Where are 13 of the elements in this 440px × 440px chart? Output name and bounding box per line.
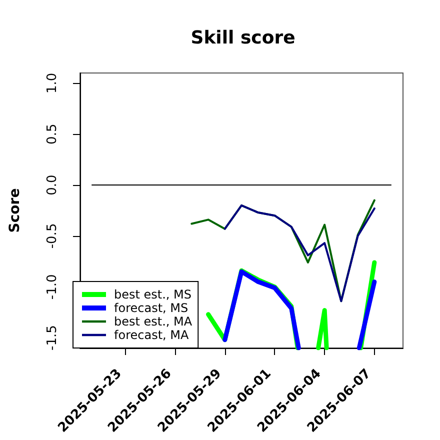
y-tick-label: -1.5 [45, 325, 60, 350]
y-tick-label: -0.5 [45, 223, 60, 249]
y-tick-label: 0.5 [45, 124, 60, 144]
legend-label: best est., MA [114, 314, 193, 328]
y-tick-label: -1.0 [45, 274, 60, 300]
legend-label: forecast, MA [114, 328, 190, 342]
chart-title: Skill score [190, 28, 296, 48]
legend-label: forecast, MS [114, 301, 188, 315]
line-series [224, 204, 376, 302]
y-axis-title: Score [7, 188, 23, 233]
y-tick-label: 0.0 [45, 174, 60, 196]
y-tick-label: 1.0 [45, 72, 60, 94]
legend-label: best est., MS [114, 288, 192, 302]
